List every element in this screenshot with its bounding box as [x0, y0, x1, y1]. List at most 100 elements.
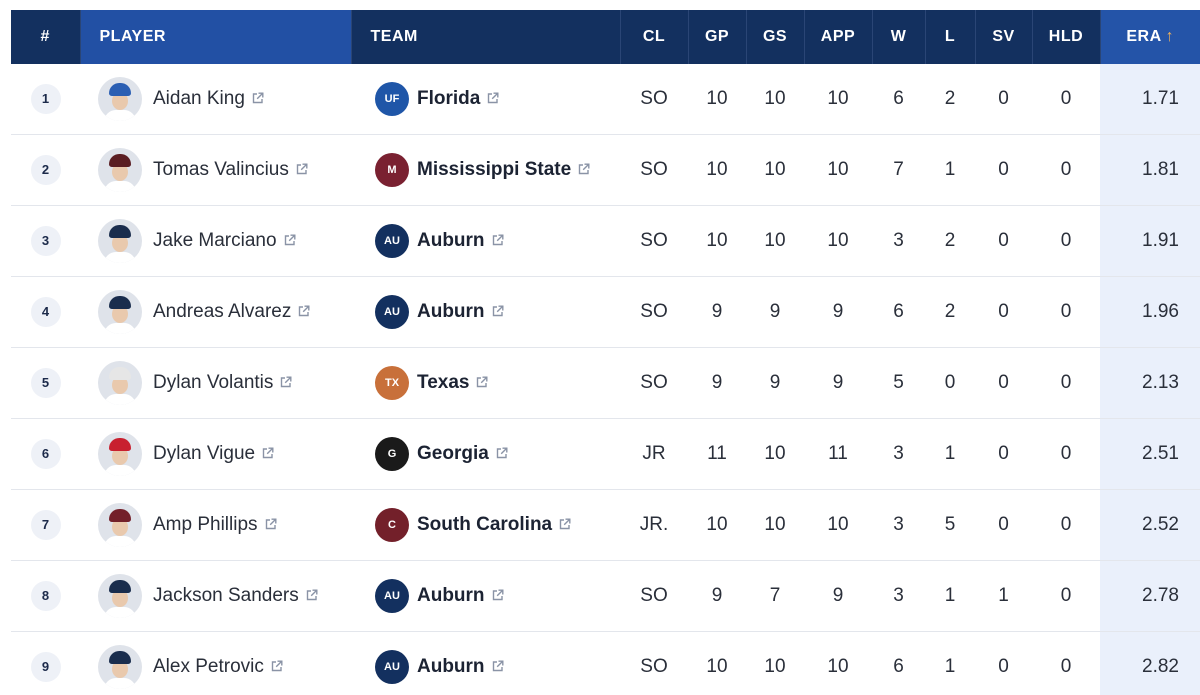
external-link-icon[interactable]	[486, 89, 499, 111]
player-name-link[interactable]: Andreas Alvarez	[153, 301, 292, 322]
team-name-link[interactable]: Auburn	[417, 656, 485, 677]
player-avatar	[98, 503, 142, 547]
external-link-icon[interactable]	[264, 515, 277, 537]
player-name-link[interactable]: Alex Petrovic	[153, 656, 264, 677]
cell-app: 9	[804, 560, 872, 632]
cell-era: 1.81	[1100, 134, 1200, 206]
external-link-icon[interactable]	[558, 515, 571, 537]
team-name-link[interactable]: Auburn	[417, 230, 485, 251]
external-link-icon[interactable]	[475, 373, 488, 395]
cell-era: 1.71	[1100, 64, 1200, 135]
team-logo-icon: C	[375, 508, 409, 542]
team-name-link[interactable]: South Carolina	[417, 514, 553, 535]
cell-sv: 0	[975, 276, 1032, 348]
external-link-icon[interactable]	[577, 160, 590, 182]
table-row: 2 Tomas Valincius M Mississippi State SO…	[11, 134, 1200, 206]
external-link-icon[interactable]	[491, 302, 504, 324]
external-link-icon[interactable]	[270, 657, 283, 679]
team-name-link[interactable]: Auburn	[417, 301, 485, 322]
cell-hld: 0	[1032, 205, 1100, 277]
player-name-link[interactable]: Dylan Vigue	[153, 443, 256, 464]
cell-l: 1	[925, 560, 975, 632]
header-l[interactable]: L	[925, 10, 976, 64]
team-logo-icon: UF	[375, 82, 409, 116]
header-player[interactable]: PLAYER	[80, 10, 352, 64]
cell-cl: SO	[620, 631, 688, 695]
rank-badge: 7	[30, 510, 61, 540]
cell-cl: JR.	[620, 489, 688, 561]
cell-gs: 10	[746, 134, 804, 206]
external-link-icon[interactable]	[279, 373, 292, 395]
player-name-link[interactable]: Jake Marciano	[153, 230, 277, 251]
rank-badge: 4	[30, 297, 61, 327]
header-sv[interactable]: SV	[975, 10, 1033, 64]
cell-app: 9	[804, 276, 872, 348]
player-cell: Tomas Valincius	[80, 148, 351, 192]
player-name-link[interactable]: Dylan Volantis	[153, 372, 274, 393]
header-gs[interactable]: GS	[746, 10, 805, 64]
cell-sv: 0	[975, 489, 1032, 561]
cell-hld: 0	[1032, 489, 1100, 561]
pitching-stats-table: # PLAYER TEAM CL GP GS APP W L SV HLD ER…	[11, 10, 1200, 695]
team-name-link[interactable]: Florida	[417, 88, 481, 109]
external-link-icon[interactable]	[261, 444, 274, 466]
header-gp[interactable]: GP	[688, 10, 747, 64]
team-name-link[interactable]: Georgia	[417, 443, 489, 464]
cell-gp: 10	[706, 88, 728, 109]
cell-hld: 0	[1032, 134, 1100, 206]
rank-badge: 6	[30, 439, 61, 469]
external-link-icon[interactable]	[491, 231, 504, 253]
cell-era: 1.91	[1100, 205, 1200, 277]
table-row: 1 Aidan King UF Florida SO 10 10 10 6 2 …	[11, 64, 1200, 135]
cell-gs: 10	[764, 88, 786, 109]
team-cell: G Georgia	[351, 437, 620, 471]
cell-l: 5	[925, 489, 975, 561]
player-name-link[interactable]: Amp Phillips	[153, 514, 258, 535]
player-name-link[interactable]: Tomas Valincius	[153, 159, 289, 180]
external-link-icon[interactable]	[283, 231, 296, 253]
cell-w: 3	[872, 489, 925, 561]
cell-era: 2.13	[1100, 347, 1200, 419]
team-logo-icon: AU	[375, 650, 409, 684]
team-name-link[interactable]: Texas	[417, 372, 470, 393]
cell-era: 1.96	[1100, 276, 1200, 348]
cell-gp: 10	[688, 134, 746, 206]
external-link-icon[interactable]	[491, 657, 504, 679]
team-name-link[interactable]: Auburn	[417, 585, 485, 606]
team-cell: C South Carolina	[351, 508, 620, 542]
cell-app: 10	[827, 88, 849, 109]
team-logo-icon: TX	[375, 366, 409, 400]
cell-gp: 9	[688, 560, 746, 632]
player-name-link[interactable]: Aidan King	[153, 88, 245, 109]
player-avatar	[98, 574, 142, 618]
player-cell: Dylan Vigue	[80, 432, 351, 476]
header-app[interactable]: APP	[804, 10, 873, 64]
external-link-icon[interactable]	[295, 160, 308, 182]
cell-l: 2	[944, 88, 956, 109]
cell-gs: 10	[746, 418, 804, 490]
external-link-icon[interactable]	[305, 586, 318, 608]
cell-cl: SO	[620, 347, 688, 419]
player-name-link[interactable]: Jackson Sanders	[153, 585, 299, 606]
cell-sv: 0	[975, 134, 1032, 206]
team-name-link[interactable]: Mississippi State	[417, 159, 572, 180]
header-era[interactable]: ERA ↑	[1100, 10, 1200, 64]
external-link-icon[interactable]	[251, 89, 264, 111]
header-team[interactable]: TEAM	[351, 10, 621, 64]
team-cell: AU Auburn	[351, 579, 620, 613]
external-link-icon[interactable]	[495, 444, 508, 466]
player-cell: Aidan King	[80, 77, 351, 121]
player-avatar	[98, 432, 142, 476]
external-link-icon[interactable]	[491, 586, 504, 608]
external-link-icon[interactable]	[297, 302, 310, 324]
player-cell: Amp Phillips	[80, 503, 351, 547]
cell-sv: 0	[975, 205, 1032, 277]
cell-era: 2.82	[1100, 631, 1200, 695]
header-rank[interactable]: #	[11, 10, 81, 64]
cell-app: 11	[804, 418, 872, 490]
header-cl[interactable]: CL	[620, 10, 689, 64]
cell-gs: 9	[746, 276, 804, 348]
header-w[interactable]: W	[872, 10, 926, 64]
cell-era: 2.78	[1100, 560, 1200, 632]
header-hld[interactable]: HLD	[1032, 10, 1101, 64]
